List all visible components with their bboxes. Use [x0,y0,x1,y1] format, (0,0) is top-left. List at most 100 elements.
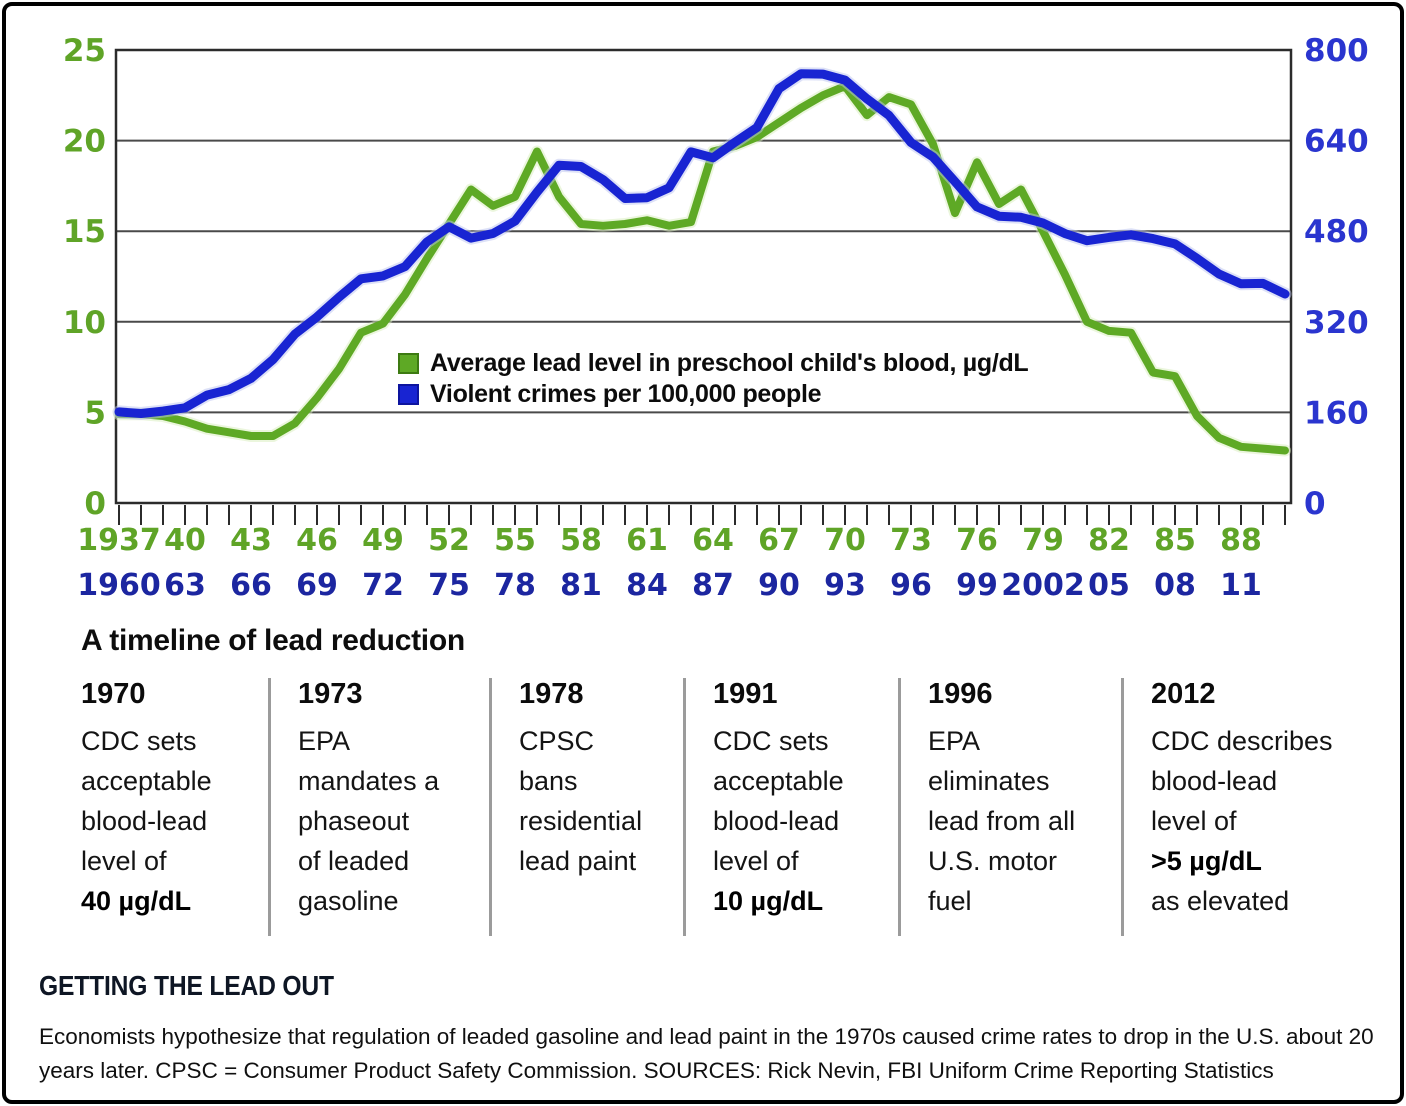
lead-crime-chart: 0 5 10 15 20 25 0 160 320 480 640 800 1937 40 43 46 49 52… [6,10,1400,610]
x-axis-blue-year-label: 84 [626,568,668,603]
x-axis-green-year-label: 52 [428,523,470,558]
timeline-item-1991: 1991 CDC sets acceptable blood-lead level of… [683,678,898,936]
x-axis-green-year-label: 61 [626,523,668,558]
timeline-year: 1978 [519,678,584,710]
x-axis-blue-year-label: 66 [230,568,272,603]
legend-row-crime: Violent crimes per 100,000 people [398,379,1028,410]
timeline-text-line: 10 µg/dL [713,886,824,916]
timeline-text-line: CPSC [519,726,595,756]
x-axis-blue-year-label: 99 [956,568,998,603]
timeline-text-line: CDC sets [713,726,829,756]
x-axis-green-year-label: 82 [1088,523,1130,558]
x-axis-blue-year-label: 81 [560,568,602,603]
x-axis-green-year-label: 1937 [77,523,161,558]
x-axis-green-year-label: 49 [362,523,404,558]
x-axis-green-year-label: 46 [296,523,338,558]
timeline-item-1996: 1996 EPA eliminates lead from all U.S. motor… [898,678,1121,936]
footer-heading: GETTING THE LEAD OUT [39,970,334,1001]
timeline-text-line: residential [519,806,643,836]
x-axis-blue-year-label: 08 [1154,568,1196,603]
timeline-text-line: mandates a [298,766,440,796]
timeline-item-2012: 2012 CDC describes blood-lead level of >5 µg… [1121,678,1346,936]
lead-reduction-timeline: A timeline of lead reduction 1970 CDC set… [81,624,1400,936]
timeline-year: 1991 [713,678,778,710]
right-axis-label: 480 [1304,214,1369,250]
timeline-text-line: bans [519,766,578,796]
crime-series-label: Violent crimes per 100,000 people [430,380,822,408]
x-axis-blue-year-label: 05 [1088,568,1130,603]
timeline-text-line: blood-lead [713,806,840,836]
timeline-text-line: acceptable [713,766,844,796]
left-axis-label: 0 [84,486,106,522]
x-axis-blue-year-label: 87 [692,568,734,603]
timeline-text-line: >5 µg/dL [1151,846,1262,876]
x-axis-blue-year-label: 75 [428,568,470,603]
x-axis-blue-year-label: 96 [890,568,932,603]
timeline-text-line: of leaded [298,846,410,876]
timeline-text-line: lead paint [519,846,637,876]
x-axis-green-year-label: 79 [1022,523,1064,558]
timeline-text-line: 40 µg/dL [81,886,192,916]
right-axis-label: 160 [1304,395,1369,431]
left-axis-label: 15 [63,214,106,250]
timeline-text-line: lead from all [928,806,1076,836]
left-axis-label: 5 [84,395,106,431]
right-axis-label: 640 [1304,124,1369,160]
timeline-text-line: acceptable [81,766,212,796]
timeline-text-line: level of [81,846,167,876]
timeline-text-line: as elevated [1151,886,1290,916]
left-axis-label: 20 [63,124,106,160]
right-axis-label: 320 [1304,305,1369,341]
chart-legend: Average lead level in preschool child's … [398,348,1029,410]
x-axis-blue-year-label: 90 [758,568,800,603]
right-axis-label: 0 [1304,486,1326,522]
timeline-text-line: level of [713,846,799,876]
timeline-item-1970: 1970 CDC sets acceptable blood-lead level of… [81,678,268,936]
timeline-text-line: CDC sets [81,726,197,756]
left-axis-label: 25 [63,33,106,69]
lead-series-swatch-icon [398,353,419,374]
timeline-year: 1996 [928,678,993,710]
legend-row-lead: Average lead level in preschool child's … [398,348,1029,379]
x-axis-green-year-label: 55 [494,523,536,558]
footer: GETTING THE LEAD OUT Economists hypothes… [39,970,1400,1088]
x-axis-green-year-label: 73 [890,523,932,558]
x-axis-green-year-label: 67 [758,523,800,558]
timeline-text-line: level of [1151,806,1237,836]
timeline-grid: 1970 CDC sets acceptable blood-lead level of… [81,678,1400,936]
timeline-item-1973: 1973 EPA mandates a phaseout of leaded gasoli… [268,678,489,936]
x-axis-green-year-label: 88 [1220,523,1262,558]
timeline-year: 2012 [1151,678,1216,710]
x-axis-blue-year-label: 93 [824,568,866,603]
timeline-item-1978: 1978 CPSC bans residential lead paint [489,678,683,936]
timeline-heading: A timeline of lead reduction [81,624,465,657]
x-axis-blue-year-label: 69 [296,568,338,603]
x-axis-green-year-label: 40 [164,523,206,558]
x-axis-blue-year-label: 1960 [77,568,161,603]
x-axis-blue-year-label: 11 [1220,568,1262,603]
x-axis-blue-year-label: 2002 [1001,568,1085,603]
crime-series-swatch-icon [398,384,419,405]
timeline-text-line: blood-lead [1151,766,1278,796]
x-axis-blue-year-label: 72 [362,568,404,603]
timeline-text-line: CDC describes [1151,726,1333,756]
timeline-text-line: fuel [928,886,972,916]
left-axis-label: 10 [63,305,106,341]
x-axis-blue-year-label: 63 [164,568,206,603]
lead-series-label: Average lead level in preschool child's … [430,349,1029,377]
x-axis-green-year-label: 76 [956,523,998,558]
timeline-text-line: blood-lead [81,806,208,836]
timeline-text-line: EPA [928,726,981,756]
x-axis-blue-year-label: 78 [494,568,536,603]
lead-series-line [115,82,1289,455]
crime-series-line [114,69,1290,418]
x-axis-green-year-label: 70 [824,523,866,558]
x-axis-green-year-label: 64 [692,523,734,558]
x-axis-green-year-label: 85 [1154,523,1196,558]
timeline-text-line: eliminates [928,766,1050,796]
timeline-text-line: EPA [298,726,351,756]
timeline-year: 1973 [298,678,363,710]
timeline-text-line: U.S. motor [928,846,1058,876]
